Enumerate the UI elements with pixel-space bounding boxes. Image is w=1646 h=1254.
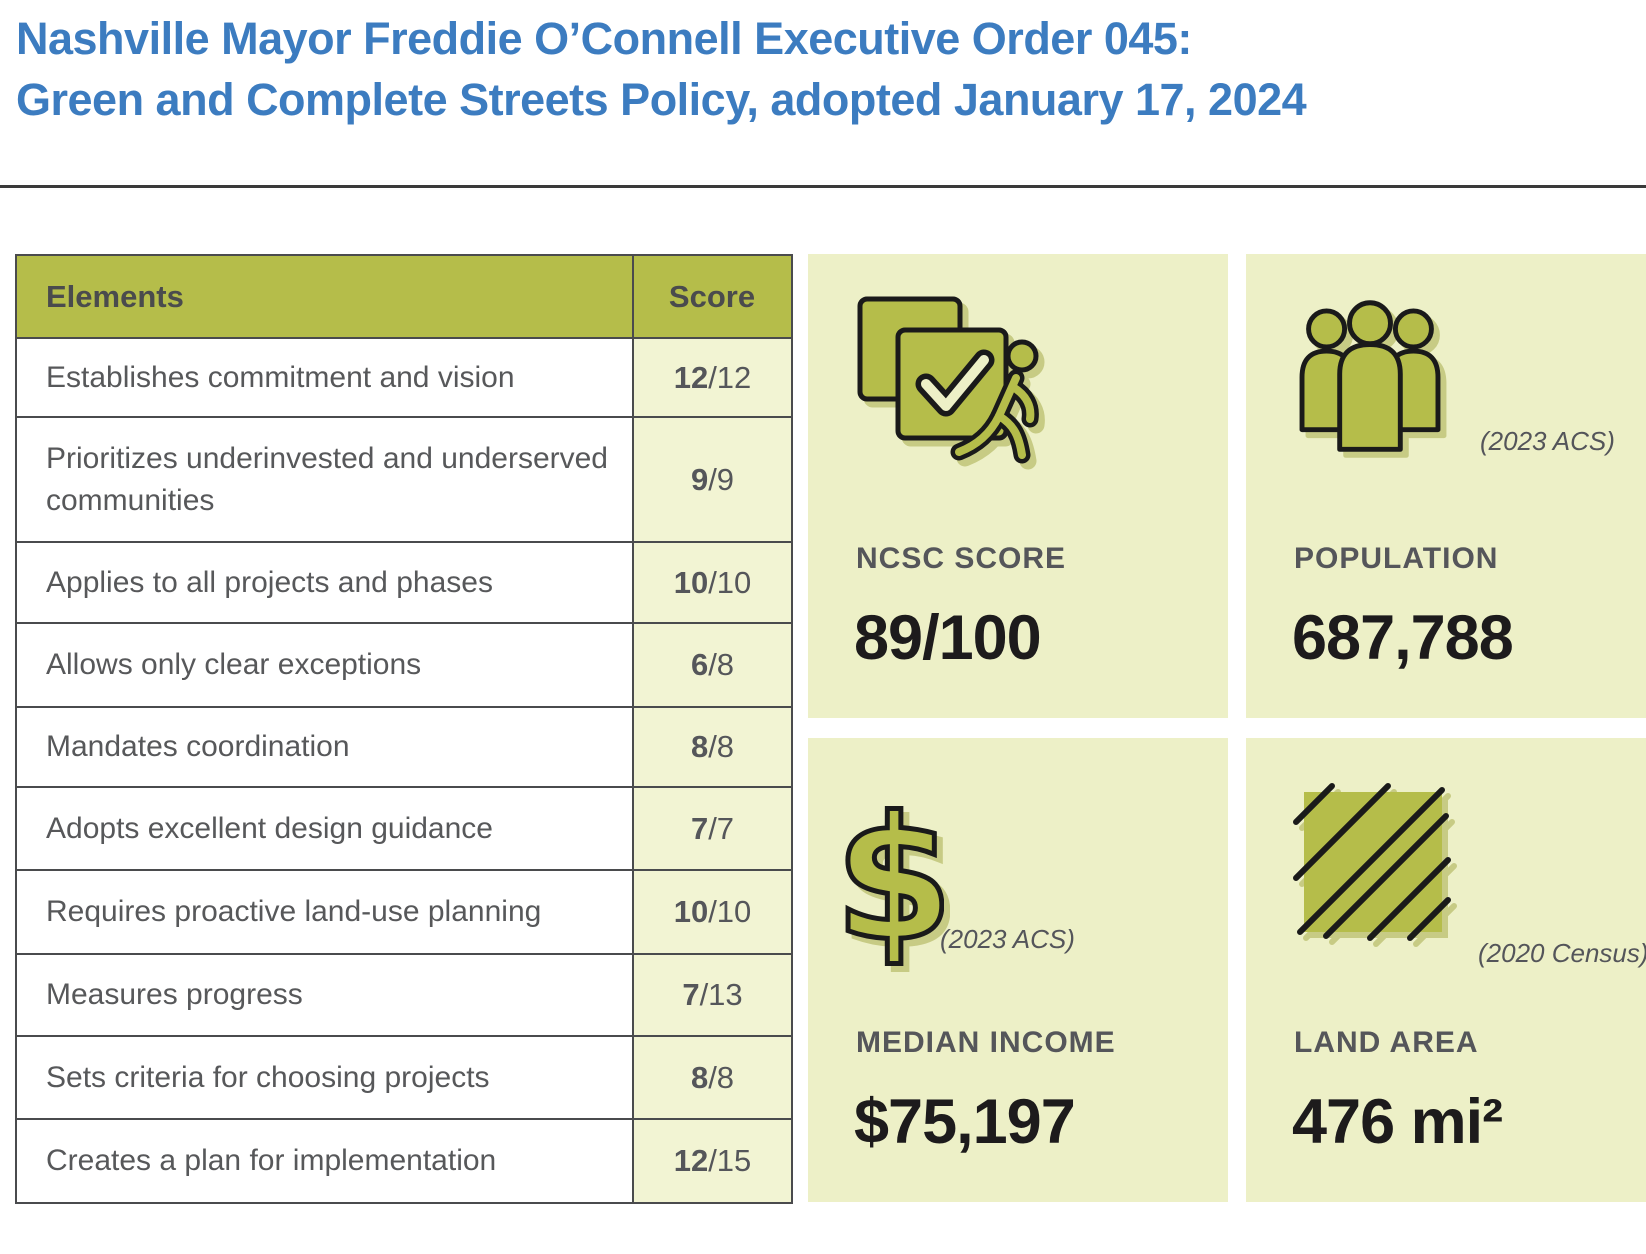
score-max: /9	[708, 461, 735, 497]
element-cell: Measures progress	[15, 953, 634, 1037]
stat-label: NCSC SCORE	[856, 542, 1067, 575]
score-max: /13	[699, 977, 743, 1012]
score-cell: 10/10	[632, 541, 793, 624]
page-title: Nashville Mayor Freddie O’Connell Execut…	[16, 8, 1616, 130]
score-max: /15	[708, 1143, 752, 1178]
horizontal-divider	[0, 185, 1646, 188]
score-max: /10	[708, 894, 752, 929]
table-header-row: Elements Score	[15, 254, 793, 339]
score-cell: 9/9	[632, 416, 793, 543]
svg-text:$: $	[844, 782, 944, 968]
score-value: 7	[682, 977, 700, 1012]
element-cell: Mandates coordination	[15, 706, 634, 788]
score-value: 8	[690, 729, 709, 764]
score-cell: 8/8	[632, 1035, 793, 1120]
stat-card-population: POPULATION 687,788 (2023 ACS)	[1246, 254, 1646, 718]
element-cell: Establishes commitment and vision	[15, 337, 634, 418]
table-row: Mandates coordination 8/8	[15, 706, 793, 788]
stat-value: 687,788	[1292, 603, 1514, 673]
score-value: 12	[673, 359, 709, 395]
score-cell: 6/8	[632, 622, 793, 708]
stat-card-land-area: LAND AREA 476 mi² (2020 Census)	[1246, 738, 1646, 1202]
score-value: 9	[690, 461, 709, 497]
table-row: Requires proactive land-use planning 10/…	[15, 869, 793, 955]
table-row: Allows only clear exceptions 6/8	[15, 622, 793, 708]
stat-value: $75,197	[854, 1087, 1076, 1157]
table-row: Adopts excellent design guidance 7/7	[15, 786, 793, 871]
stat-label: LAND AREA	[1294, 1026, 1479, 1059]
policy-score-table: Elements Score Establishes commitment an…	[15, 254, 793, 1204]
element-cell: Creates a plan for implementation	[15, 1118, 634, 1204]
score-value: 12	[673, 1143, 709, 1178]
score-value: 10	[673, 894, 709, 929]
score-cell: 12/12	[632, 337, 793, 418]
score-max: /8	[708, 647, 735, 682]
stat-label: MEDIAN INCOME	[856, 1026, 1116, 1059]
score-value: 8	[690, 1059, 709, 1095]
stat-value: 476 mi²	[1292, 1087, 1503, 1157]
table-row: Sets criteria for choosing projects 8/8	[15, 1035, 793, 1120]
score-max: /10	[708, 564, 752, 600]
table-row: Prioritizes underinvested and underserve…	[15, 416, 793, 543]
hatched-square-icon	[1270, 760, 1470, 960]
element-cell: Sets criteria for choosing projects	[15, 1035, 634, 1120]
page-title-line2: Green and Complete Streets Policy, adopt…	[16, 74, 1307, 125]
presentation-check-walker-icon	[854, 294, 1066, 472]
score-max: /7	[708, 810, 735, 846]
score-value: 6	[690, 647, 709, 682]
score-value: 10	[673, 564, 709, 600]
element-cell: Allows only clear exceptions	[15, 622, 634, 708]
table-row: Measures progress 7/13	[15, 953, 793, 1037]
score-cell: 7/7	[632, 786, 793, 871]
element-cell: Adopts excellent design guidance	[15, 786, 634, 871]
stat-card-ncsc-score: NCSC SCORE 89/100	[808, 254, 1228, 718]
stat-value: 89/100	[854, 603, 1042, 673]
dollar-sign-icon: $	[844, 782, 944, 968]
elements-column-header: Elements	[15, 254, 634, 339]
stat-source-note: (2023 ACS)	[940, 924, 1075, 954]
score-max: /8	[708, 729, 735, 764]
score-cell: 12/15	[632, 1118, 793, 1204]
element-cell: Applies to all projects and phases	[15, 541, 634, 624]
stat-source-note: (2023 ACS)	[1480, 426, 1615, 456]
stat-source-note: (2020 Census)	[1478, 938, 1646, 968]
page-title-line1: Nashville Mayor Freddie O’Connell Execut…	[16, 13, 1192, 64]
score-cell: 7/13	[632, 953, 793, 1037]
element-cell: Requires proactive land-use planning	[15, 869, 634, 955]
element-cell: Prioritizes underinvested and underserve…	[15, 416, 634, 543]
table-row: Establishes commitment and vision 12/12	[15, 337, 793, 418]
table-row: Applies to all projects and phases 10/10	[15, 541, 793, 624]
three-people-icon	[1284, 290, 1456, 458]
score-cell: 8/8	[632, 706, 793, 788]
table-row: Creates a plan for implementation 12/15	[15, 1118, 793, 1204]
stat-label: POPULATION	[1294, 542, 1499, 575]
score-value: 7	[690, 810, 709, 846]
score-max: /12	[708, 359, 752, 395]
score-column-header: Score	[632, 254, 793, 339]
stat-card-median-income: $ MEDIAN INCOME $75,197 (2023 ACS)	[808, 738, 1228, 1202]
score-cell: 10/10	[632, 869, 793, 955]
score-max: /8	[708, 1059, 735, 1095]
